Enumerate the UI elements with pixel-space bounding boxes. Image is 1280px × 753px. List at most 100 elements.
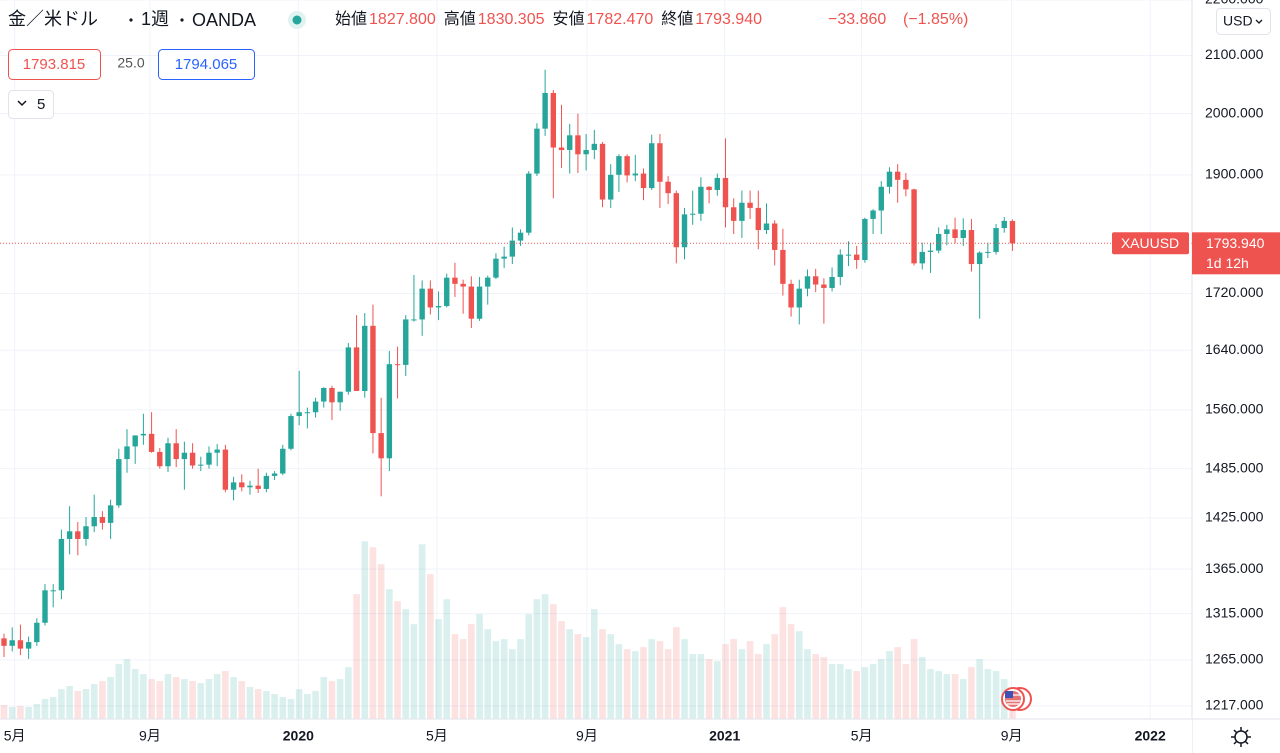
volume-bar [681,639,688,719]
volume-bar [189,681,196,719]
candle-body [690,213,696,215]
candle-body [9,640,15,646]
candle-body [280,448,286,474]
candle-body [255,485,261,489]
candle-body [460,283,466,287]
candle-body [517,232,524,241]
volume-bar [730,639,737,719]
sell-button[interactable] [8,49,101,80]
volume-bar [591,609,598,719]
candle-body [42,590,48,623]
buy-price[interactable]: 1794.065 [175,56,238,73]
y-tick-label: 1720.000 [1205,284,1264,300]
legend-value: 1830.305 [478,11,545,28]
legend-label: 始値 [335,10,367,28]
price-tag-text: 1793.940 [1206,235,1265,251]
candle-body [386,364,393,459]
x-tick-label: 9月 [139,728,161,744]
candle-body [534,128,540,174]
settings-icon[interactable] [1231,727,1251,747]
volume-bar [673,627,680,719]
candle-body [804,276,811,289]
volume-bar [246,687,254,719]
candle-body [616,156,622,175]
candle-body [608,174,614,200]
volume-bar [484,629,492,719]
y-tick-label: 2100.000 [1205,46,1264,62]
volume-bar [705,659,713,719]
volume-bar [959,679,967,719]
candle-body [771,223,778,250]
candle-body [845,254,852,256]
candle-body [952,229,958,238]
volume-bar [8,707,16,719]
y-tick-label: 1425.000 [1205,509,1264,525]
candle-body [624,156,630,176]
candle-body [853,254,860,261]
volume-bar [328,681,336,719]
volume-bar [828,664,836,719]
candle-body [337,391,343,403]
candle-body [567,135,573,150]
sell-price[interactable]: 1793.815 [23,56,86,73]
buy-button[interactable] [158,49,255,80]
indicator-count[interactable]: 5 [37,96,45,113]
symbol-tag-text: XAUUSD [1121,235,1179,251]
legend-value: 1793.940 [695,11,762,28]
volume-bar [90,684,98,719]
candle-body [247,485,253,488]
volume-bar [336,679,344,719]
grid [0,0,1192,719]
candle-body [698,186,704,214]
candle-body [673,193,680,248]
volume-bar [377,564,385,719]
candle-body [886,171,893,187]
candle-body [812,276,819,285]
volume-bar [263,691,270,719]
volume-bar [140,674,147,719]
candle-body [870,210,876,219]
volume-bar [115,664,123,719]
volume-bar [353,594,360,719]
candle-body [263,475,270,489]
candle-body [993,228,999,252]
volume-bar [754,654,762,719]
candle-body [222,449,229,490]
volume-bar [910,639,918,719]
volume-bar [451,634,459,719]
volume-bar [984,669,992,719]
countdown: 1d 12h [1206,255,1249,271]
currency[interactable]: USD [1223,13,1253,29]
event-icon[interactable] [1001,687,1032,711]
candle-body [968,230,975,265]
volume-bar [664,649,672,719]
candle-body [976,252,983,265]
volume-bar [205,679,213,719]
volume-bar [402,609,410,719]
volume-bar [271,694,278,719]
currency-select[interactable] [1216,8,1271,35]
volume-bar [582,637,590,719]
time-axis-bg [0,719,1192,753]
candle-body [312,401,319,413]
volume-bar [500,639,508,719]
candle-body [435,306,442,308]
volume-bar [787,624,795,719]
candle-body [927,250,934,252]
volume-bar [722,644,729,719]
volume-bar [17,706,24,719]
volume-bar [197,683,205,719]
candle-body [829,276,835,288]
candle-body [476,286,483,319]
volume-bar [804,649,811,719]
candle-body [1001,220,1007,229]
legend-label: 終値 [661,10,693,28]
candle-body [878,186,884,211]
volume-bar [131,669,139,719]
candle-body [558,147,565,150]
candle-body [66,531,73,539]
indicator-toggle[interactable] [8,90,54,119]
chevron [1255,19,1263,24]
volume-bar [968,667,975,719]
